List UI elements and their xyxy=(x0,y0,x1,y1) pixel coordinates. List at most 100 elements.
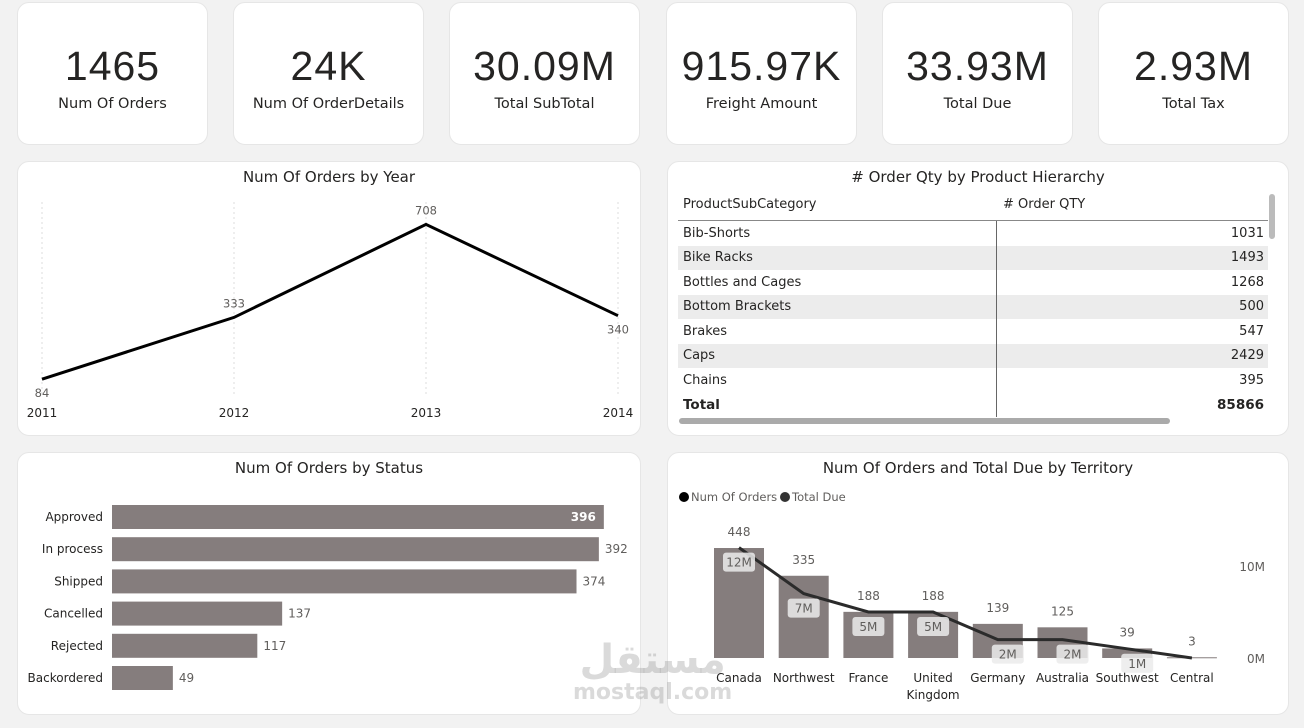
data-label: 1M xyxy=(1128,657,1146,671)
subcategory-cell: Bottles and Cages xyxy=(678,270,997,295)
orders-by-territory-title: Num Of Orders and Total Due by Territory xyxy=(822,459,1134,477)
data-label-box xyxy=(787,598,820,618)
category-label: Approved xyxy=(45,510,103,524)
total-label: Total xyxy=(678,392,997,417)
data-label: 396 xyxy=(571,510,596,524)
kpi-label: Total SubTotal xyxy=(494,96,595,112)
data-label: 3 xyxy=(1188,634,1196,648)
data-label: 49 xyxy=(179,671,194,685)
table-row[interactable]: Bottles and Cages 1268 xyxy=(678,270,1268,295)
data-label: 708 xyxy=(415,203,437,217)
category-label: Shipped xyxy=(54,574,103,588)
y2-tick-label: 0M xyxy=(1247,652,1265,666)
status-bar xyxy=(112,569,577,594)
order-qty-cell: 395 xyxy=(1239,372,1264,388)
data-label: 5M xyxy=(859,620,877,634)
total-value: 85866 xyxy=(1217,396,1264,413)
subcategory-cell: Bike Racks xyxy=(678,245,997,270)
data-label: 392 xyxy=(605,542,628,556)
kpi-label: Num Of OrderDetails xyxy=(252,96,405,112)
kpi-value: 915.97K xyxy=(681,43,842,89)
orders-by-year-chart: 2011 2012 2013 2014 84 333 708 340 xyxy=(27,202,633,420)
legend-label: Total Due xyxy=(791,490,846,504)
data-label: 188 xyxy=(857,589,880,603)
table-row[interactable]: Bottom Brackets 500 xyxy=(678,294,1268,319)
data-label-box xyxy=(917,617,950,636)
x-tick-label: Germany xyxy=(970,671,1025,685)
territory-bar xyxy=(1102,648,1153,658)
orders-by-year-title: Num Of Orders by Year xyxy=(242,168,416,186)
x-tick-label: 2011 xyxy=(27,406,58,420)
total-due-line xyxy=(738,546,1193,660)
kpi-label: Num Of Orders xyxy=(58,96,167,112)
order-qty-table: ProductSubCategory # Order QTY Bib-Short… xyxy=(678,188,1268,417)
orders-line xyxy=(41,222,619,381)
subcategory-cell: Caps xyxy=(678,343,997,368)
data-label: 448 xyxy=(728,525,751,539)
data-label: 2M xyxy=(1064,648,1082,662)
order-qty-cell: 547 xyxy=(1239,323,1264,339)
status-bar xyxy=(112,601,283,626)
category-label: Rejected xyxy=(51,639,103,653)
subcategory-cell: Brakes xyxy=(678,319,997,344)
subcategory-cell: Chains xyxy=(678,368,997,393)
kpi-value: 24K xyxy=(290,43,367,89)
order-qty-cell: 1493 xyxy=(1230,250,1264,266)
legend-marker-orders xyxy=(679,492,689,502)
data-label: 188 xyxy=(922,589,945,603)
category-label: Cancelled xyxy=(44,607,103,621)
kpi-card: 24K Num Of OrderDetails xyxy=(233,2,424,145)
status-bar xyxy=(112,633,258,658)
x-tick-label: 2012 xyxy=(219,406,250,420)
table-row[interactable]: Bike Racks 1493 xyxy=(678,245,1268,270)
legend-label: Num Of Orders xyxy=(691,490,777,504)
horizontal-scrollbar[interactable] xyxy=(679,418,1170,424)
kpi-label: Freight Amount xyxy=(705,96,818,112)
kpi-card: 33.93M Total Due xyxy=(882,2,1073,145)
x-tick-label: Central xyxy=(1170,671,1214,685)
data-label: 12M xyxy=(726,556,752,570)
x-tick-label: 2013 xyxy=(411,406,442,420)
kpi-card: 2.93M Total Tax xyxy=(1098,2,1289,145)
table-row[interactable]: Chains 395 xyxy=(678,368,1268,393)
order-qty-table-panel: # Order Qty by Product Hierarchy Product… xyxy=(667,161,1289,436)
data-label-box xyxy=(1121,653,1154,673)
data-label: 117 xyxy=(263,639,286,653)
data-label: 374 xyxy=(583,574,606,588)
order-qty-cell: 2429 xyxy=(1230,348,1264,364)
data-label: 137 xyxy=(288,607,311,621)
table-row[interactable]: Caps 2429 xyxy=(678,343,1268,368)
table-row[interactable]: Bib-Shorts 1031 xyxy=(678,221,1268,246)
data-label: 2M xyxy=(999,648,1017,662)
column-header-subcategory[interactable]: ProductSubCategory xyxy=(683,196,817,212)
table-total-row: Total 85866 xyxy=(678,392,1268,417)
data-label: 5M xyxy=(924,620,942,634)
kpi-card: 915.97K Freight Amount xyxy=(666,2,857,145)
kpi-value: 2.93M xyxy=(1134,43,1253,89)
x-tick-label: Northwest xyxy=(773,671,835,685)
table-title: # Order Qty by Product Hierarchy xyxy=(851,168,1105,186)
x-tick-label: United xyxy=(913,671,952,685)
table-row[interactable]: Brakes 547 xyxy=(678,319,1268,344)
table-header: ProductSubCategory # Order QTY xyxy=(678,188,1268,221)
column-header-order-qty[interactable]: # Order QTY xyxy=(1003,196,1086,212)
orders-by-year-panel: Num Of Orders by Year 2011 2012 2013 2014 84… xyxy=(17,161,641,436)
category-label: In process xyxy=(42,542,103,556)
subcategory-cell: Bottom Brackets xyxy=(678,294,997,319)
kpi-card: 30.09M Total SubTotal xyxy=(449,2,640,145)
data-label: 335 xyxy=(792,553,815,567)
status-bar xyxy=(112,505,604,529)
subcategory-cell: Bib-Shorts xyxy=(678,221,997,246)
data-label: 39 xyxy=(1120,625,1135,639)
order-qty-cell: 1031 xyxy=(1230,225,1264,241)
orders-by-status-chart: Approved 396 In process 392 Shipped 374 Cancel… xyxy=(28,505,628,690)
x-tick-label: Southwest xyxy=(1096,671,1159,685)
data-label: 84 xyxy=(35,386,50,400)
kpi-value: 30.09M xyxy=(473,43,616,89)
vertical-scrollbar[interactable] xyxy=(1269,194,1275,239)
kpi-label: Total Due xyxy=(943,96,1012,112)
mostaql-watermark: مستقل mostaql.com xyxy=(573,637,733,705)
order-qty-cell: 1268 xyxy=(1230,274,1264,290)
orders-by-territory-panel: Num Of Orders and Total Due by Territory… xyxy=(667,452,1289,715)
data-label: 139 xyxy=(986,601,1009,615)
